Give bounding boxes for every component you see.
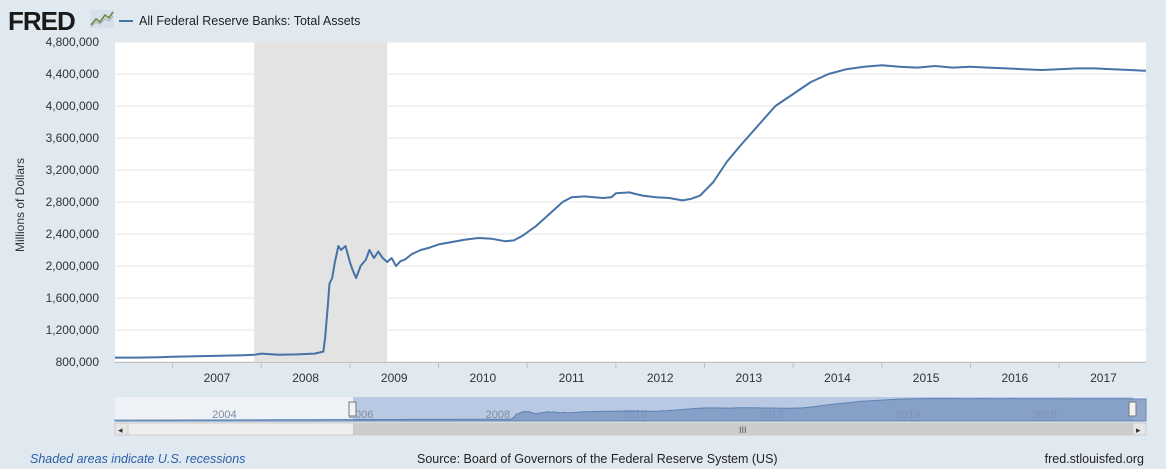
x-tick-label: 2015: [913, 371, 940, 385]
recession-note-link[interactable]: Shaded areas indicate U.S. recessions: [30, 452, 246, 466]
line-chart-icon: [90, 10, 114, 28]
scrollbar-grip-icon: III: [739, 425, 747, 435]
navigator-label: 2004: [212, 409, 236, 421]
source-note: Source: Board of Governors of the Federa…: [417, 452, 778, 466]
x-tick-label: 2012: [647, 371, 674, 385]
navigator-handle-left[interactable]: [348, 401, 357, 417]
scrollbar-thumb[interactable]: [353, 423, 1133, 435]
chart-legend[interactable]: All Federal Reserve Banks: Total Assets: [119, 14, 360, 28]
fred-logo[interactable]: FRED: [8, 6, 76, 36]
x-tick-label: 2008: [292, 371, 319, 385]
y-tick-label: 4,800,000: [46, 35, 100, 49]
x-tick-label: 2011: [559, 371, 585, 385]
chart: 800,000 1,200,000 1,600,000 2,000,000 2,400,…: [13, 35, 1147, 385]
grid: [115, 41, 1146, 363]
y-tick-label: 1,200,000: [46, 323, 100, 337]
y-tick-label: 2,400,000: [46, 227, 100, 241]
site-link[interactable]: fred.stlouisfed.org: [1044, 452, 1144, 466]
x-tick-label: 2016: [1001, 371, 1028, 385]
series-layer: [115, 64, 1147, 359]
y-tick-label: 4,000,000: [46, 99, 100, 113]
scroll-right-button[interactable]: [1132, 422, 1147, 436]
chart-header: FRED All Federal Reserve Banks: Total As…: [0, 0, 1166, 44]
scroll-left-arrow-icon: ◂: [118, 425, 123, 435]
y-tick-label: 3,200,000: [46, 163, 100, 177]
navigator-label: 2008: [486, 409, 510, 421]
y-tick-label: 2,800,000: [46, 195, 100, 209]
legend-swatch: [119, 20, 133, 22]
navigator[interactable]: 2004200620082010201220142016 ◂ ▸ III: [0, 0, 1166, 440]
x-tick-label: 2007: [204, 371, 231, 385]
legend-label: All Federal Reserve Banks: Total Assets: [139, 14, 361, 28]
x-tick-label: 2017: [1090, 371, 1117, 385]
navigator-handle-right[interactable]: [1128, 401, 1137, 417]
x-axis: 2007 2008 2009 2010 2011 2012 2013 2014 2015 2016…: [115, 362, 1146, 385]
x-tick-label: 2013: [735, 371, 762, 385]
y-tick-label: 3,600,000: [46, 131, 100, 145]
y-tick-label: 2,000,000: [46, 259, 100, 273]
navigator-series-area: [114, 397, 1147, 422]
series-line: [115, 64, 1147, 359]
y-tick-label: 1,600,000: [46, 291, 100, 305]
scroll-left-button[interactable]: [114, 422, 129, 436]
scroll-right-arrow-icon: ▸: [1136, 425, 1141, 435]
y-tick-label: 4,400,000: [46, 67, 100, 81]
y-tick-label: 800,000: [56, 355, 100, 369]
x-tick-label: 2010: [470, 371, 497, 385]
x-tick-label: 2014: [824, 371, 851, 385]
x-tick-label: 2009: [381, 371, 408, 385]
y-axis: 800,000 1,200,000 1,600,000 2,000,000 2,400,…: [46, 35, 100, 369]
y-axis-label: Millions of Dollars: [13, 158, 27, 252]
